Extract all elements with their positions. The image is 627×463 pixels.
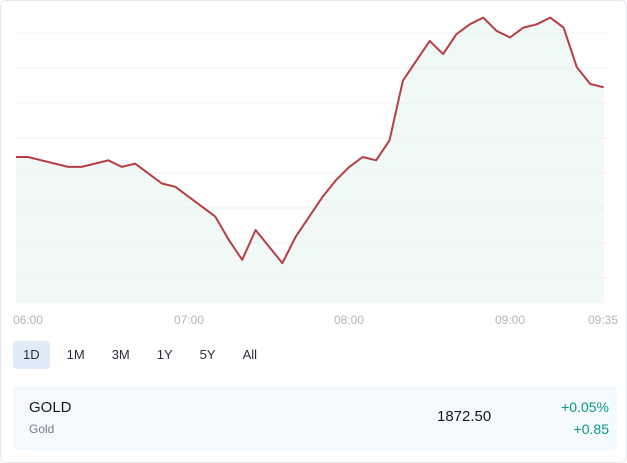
range-button-all[interactable]: All bbox=[242, 347, 258, 362]
range-button-5y[interactable]: 5Y bbox=[199, 347, 216, 362]
range-button-1d[interactable]: 1D bbox=[13, 341, 50, 369]
symbol-name: GOLD bbox=[29, 399, 72, 416]
symbol-description: Gold bbox=[29, 422, 55, 436]
range-button-1y[interactable]: 1Y bbox=[156, 347, 173, 362]
change-absolute: +0.85 bbox=[573, 421, 609, 437]
x-tick-label: 06:00 bbox=[13, 313, 43, 327]
range-selector: 1D 1M 3M 1Y 5Y All bbox=[13, 341, 274, 369]
last-price: 1872.50 bbox=[437, 408, 492, 425]
price-chart[interactable]: 06:00 07:00 08:00 09:00 09:35 bbox=[1, 1, 626, 336]
x-tick-label: 08:00 bbox=[334, 313, 364, 327]
x-axis: 06:00 07:00 08:00 09:00 09:35 bbox=[13, 313, 618, 327]
price-line bbox=[16, 16, 604, 265]
range-button-1m[interactable]: 1M bbox=[66, 347, 85, 362]
price-area-fill bbox=[16, 17, 604, 303]
quote-row[interactable]: GOLD Gold 1872.50 +0.05% +0.85 bbox=[13, 385, 617, 451]
x-tick-label: 09:35 bbox=[588, 313, 618, 327]
change-percent: +0.05% bbox=[561, 399, 609, 415]
x-tick-label: 09:00 bbox=[495, 313, 525, 327]
range-button-3m[interactable]: 3M bbox=[111, 347, 130, 362]
x-tick-label: 07:00 bbox=[174, 313, 204, 327]
